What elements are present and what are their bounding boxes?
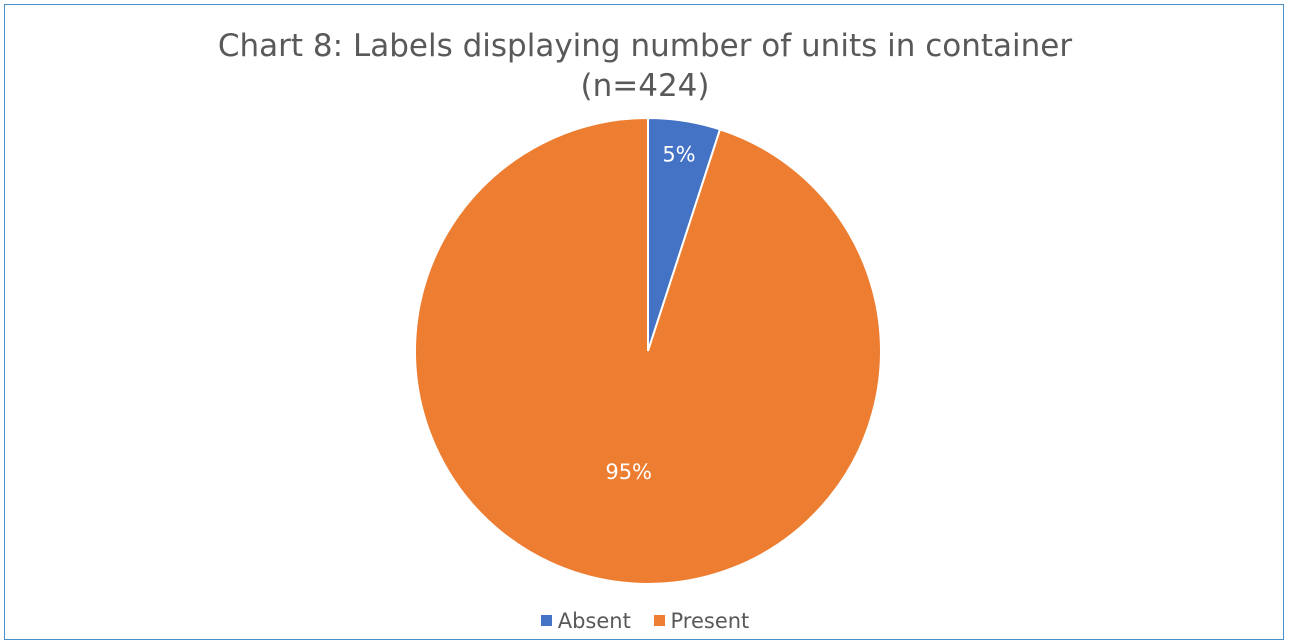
pie-data-labels: 5% 95% [605,142,695,484]
chart-title: Chart 8: Labels displaying number of uni… [0,26,1290,106]
chart-subtitle: (n=424) [580,68,710,104]
legend: Absent Present [0,607,1290,633]
legend-item-present: Present [653,608,750,633]
pie-slices [414,116,882,585]
legend-swatch-absent [540,615,552,626]
legend-label-absent: Absent [557,608,631,633]
data-label-present: 95% [605,460,652,484]
pie-slice-present [414,116,882,585]
legend-swatch-present [653,615,665,626]
legend-label-present: Present [670,608,750,633]
legend-item-absent: Absent [540,608,631,633]
chart-title-line-1: Chart 8: Labels displaying number of uni… [217,28,1073,64]
data-label-absent: 5% [662,142,695,166]
